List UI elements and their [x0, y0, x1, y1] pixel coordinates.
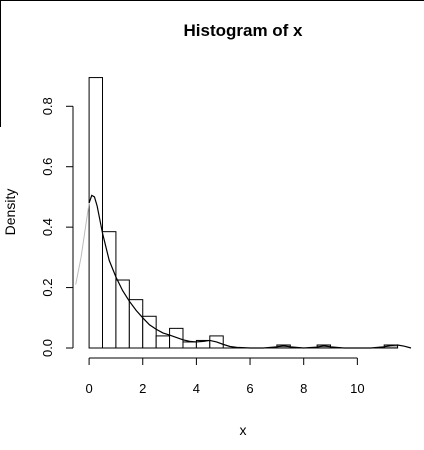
chart-title: Histogram of x	[183, 21, 303, 40]
histogram-bar	[182, 341, 197, 349]
x-tick-label: 10	[350, 381, 364, 396]
density-curve	[88, 194, 412, 349]
y-tick-label: 0.4	[40, 218, 55, 236]
x-axis-label: x	[240, 422, 247, 438]
y-tick-label: 0.8	[40, 97, 55, 115]
x-tick-label: 0	[85, 381, 92, 396]
y-axis: 0.0 0.2 0.4 0.6 0.8	[40, 97, 74, 357]
x-tick-label: 6	[246, 381, 253, 396]
histogram-bar	[88, 77, 104, 349]
density-curve-out-of-range	[75, 202, 90, 285]
y-tick-label: 0.2	[40, 279, 55, 297]
histogram-bar	[155, 335, 171, 349]
histogram-bar	[142, 315, 157, 349]
x-tick-label: 2	[139, 381, 146, 396]
density-curve-group	[75, 194, 412, 349]
y-tick-label: 0.6	[40, 158, 55, 176]
x-tick-label: 4	[193, 381, 200, 396]
y-tick-label: 0.0	[40, 339, 55, 357]
x-axis: 0 2 4 6 8 10	[85, 357, 365, 396]
histogram-bar	[128, 299, 144, 349]
y-axis-label: Density	[2, 189, 18, 236]
histogram-bars	[88, 77, 399, 349]
histogram-bar	[102, 231, 117, 349]
x-tick-label: 8	[300, 381, 307, 396]
histogram-bar	[169, 327, 184, 349]
